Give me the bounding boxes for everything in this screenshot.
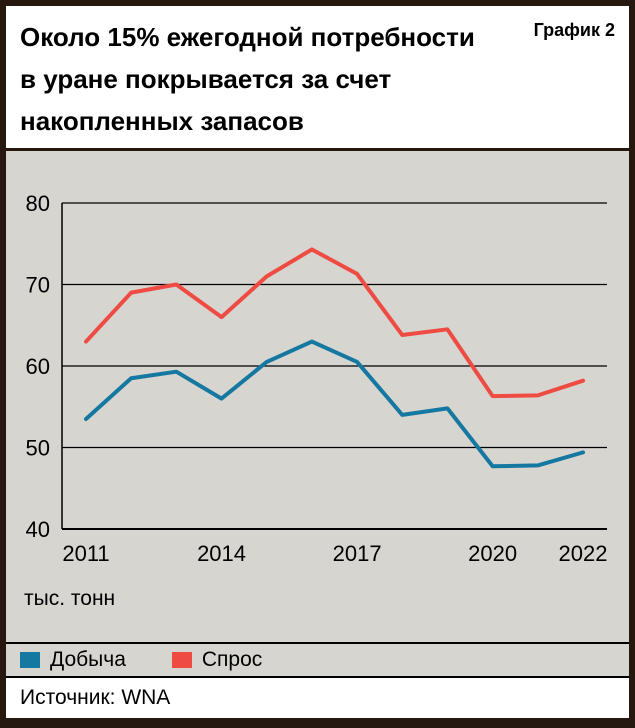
line-chart: 40 50 60 70 80 2011 2014 2017 2020 2022 (26, 191, 608, 566)
svg-text:2011: 2011 (62, 541, 109, 566)
svg-text:2017: 2017 (333, 541, 382, 566)
production-color-swatch (20, 652, 40, 668)
svg-text:2020: 2020 (468, 541, 517, 566)
source-label: Источник: WNA (20, 686, 171, 709)
chart-legend: Добыча Спрос (6, 642, 629, 678)
demand-color-swatch (171, 652, 192, 668)
svg-text:80: 80 (26, 191, 50, 216)
svg-text:60: 60 (26, 354, 50, 379)
legend-label-production: Добыча (50, 648, 126, 671)
svg-text:2014: 2014 (197, 541, 246, 566)
chart-header: Около 15% ежегодной потребности в уране … (6, 6, 629, 148)
svg-text:2022: 2022 (559, 541, 608, 566)
svg-text:50: 50 (26, 436, 50, 461)
title-line: накопленных запасов (20, 106, 304, 136)
chart-title: Около 15% ежегодной потребности в уране … (20, 16, 475, 142)
legend-label-demand: Спрос (201, 648, 263, 671)
title-line: в уране покрывается за счет (20, 64, 392, 94)
title-line: Около 15% ежегодной потребности (20, 22, 475, 52)
chart-panel: 40 50 60 70 80 2011 2014 2017 2020 2022 тыс. тонн (6, 151, 629, 642)
legend-item-demand: Спрос (171, 648, 263, 672)
source-row: Источник: WNA (6, 678, 629, 718)
chart-number-label: График 2 (533, 20, 615, 40)
legend-item-production: Добыча (20, 648, 126, 672)
svg-text:70: 70 (26, 273, 50, 298)
y-axis-unit-label: тыс. тонн (24, 587, 116, 610)
svg-text:40: 40 (26, 517, 50, 542)
